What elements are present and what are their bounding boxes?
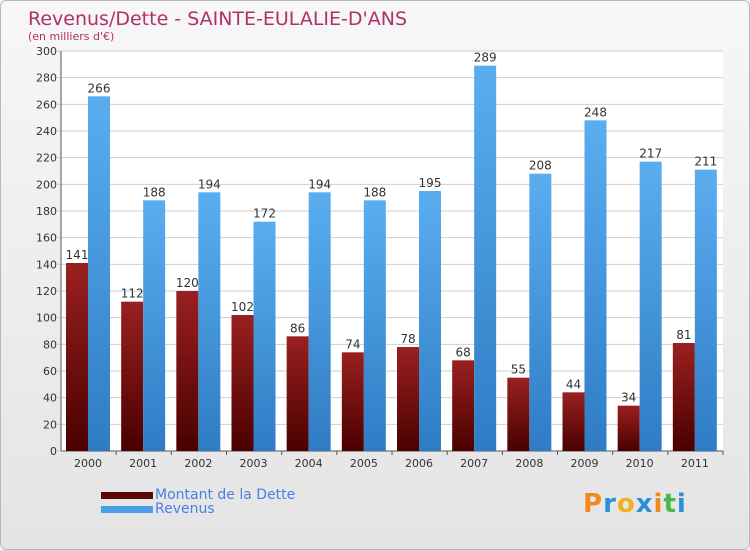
y-tick-label: 0 (50, 445, 57, 458)
bar-debt (286, 336, 309, 451)
data-label: 194 (198, 177, 221, 191)
x-tick-label: 2001 (129, 457, 157, 470)
x-tick-label: 2003 (240, 457, 268, 470)
data-label: 188 (363, 185, 386, 199)
bar-revenus (143, 200, 166, 451)
data-label: 55 (511, 363, 526, 377)
y-tick-label: 260 (36, 98, 57, 111)
bar-revenus (253, 221, 276, 451)
bar-debt (231, 315, 254, 451)
chart-title: Revenus/Dette - SAINTE-EULALIE-D'ANS (28, 8, 407, 30)
data-label: 194 (308, 177, 331, 191)
bar-revenus (639, 161, 662, 451)
data-label: 195 (419, 176, 442, 190)
bar-revenus (584, 120, 607, 451)
bar-debt (66, 263, 88, 451)
y-tick-label: 220 (36, 152, 57, 165)
x-tick-label: 2008 (515, 457, 543, 470)
bar-debt (176, 291, 199, 451)
bars (66, 65, 717, 452)
legend-swatch-debt (101, 491, 153, 499)
data-label: 208 (529, 159, 552, 173)
bar-revenus (474, 65, 497, 452)
y-tick-label: 160 (36, 232, 57, 245)
x-tick-label: 2000 (74, 457, 102, 470)
data-label: 102 (231, 300, 254, 314)
data-label: 34 (621, 391, 636, 405)
data-label: 44 (566, 377, 581, 391)
x-tick-label: 2007 (460, 457, 488, 470)
bar-revenus (694, 169, 717, 451)
y-tick-label: 280 (36, 72, 57, 85)
x-tick-label: 2006 (405, 457, 433, 470)
bar-revenus (308, 192, 331, 452)
data-label: 248 (584, 105, 607, 119)
bar-revenus (198, 192, 221, 452)
grid-lines (57, 50, 723, 452)
legend-label-debt: Montant de la Dette (155, 487, 296, 503)
data-label: 78 (400, 332, 415, 346)
x-tick-label: 2002 (184, 457, 212, 470)
x-tick-label: 2010 (626, 457, 654, 470)
data-label: 289 (474, 51, 497, 65)
y-tick-label: 240 (36, 125, 57, 138)
bar-revenus (88, 96, 110, 451)
data-label: 211 (694, 155, 717, 169)
data-label: 112 (121, 287, 144, 301)
data-label: 81 (676, 328, 691, 342)
data-label: 74 (345, 337, 360, 351)
y-tick-label: 20 (43, 418, 57, 431)
bar-debt (672, 343, 695, 451)
y-tick-label: 200 (36, 178, 57, 191)
legend-item-revenus: Revenus (101, 501, 215, 517)
y-tick-label: 40 (43, 392, 57, 405)
y-tick-label: 120 (36, 285, 57, 298)
bar-debt (121, 301, 144, 451)
legend-label-revenus: Revenus (155, 501, 215, 517)
x-tick-label: 2005 (350, 457, 378, 470)
x-tick-label: 2009 (571, 457, 599, 470)
y-tick-label: 140 (36, 258, 57, 271)
bar-debt (452, 360, 475, 451)
bar-debt (341, 352, 364, 451)
y-axis-ticks: 0 20 40 60 80 100 120 140 160 180 200 220 240 260 280 3… (36, 45, 57, 458)
y-tick-label: 180 (36, 205, 57, 218)
y-tick-label: 300 (36, 45, 57, 58)
x-tick-label: 2004 (295, 457, 323, 470)
data-label: 188 (143, 185, 166, 199)
bar-debt (397, 347, 419, 451)
x-tick-label: 2011 (681, 457, 709, 470)
data-label: 266 (88, 81, 111, 95)
data-label: 86 (290, 321, 305, 335)
bar-debt (562, 392, 585, 451)
y-tick-label: 60 (43, 365, 57, 378)
legend-swatch-revenus (101, 505, 153, 513)
x-axis-ticks: 2000 2001 2002 2003 2004 2005 2006 2007 2008 2009… (74, 451, 724, 470)
y-tick-label: 100 (36, 312, 57, 325)
proxiti-logo: Proxiti (583, 489, 687, 519)
bar-debt (617, 405, 640, 451)
bar-revenus (363, 200, 386, 451)
data-label: 141 (66, 248, 89, 262)
data-label: 172 (253, 207, 276, 221)
data-labels: 141 266 112 188 120 194 102 172 86 194 74 188 78 195 6… (66, 51, 718, 405)
y-tick-label: 80 (43, 338, 57, 351)
legend-item-debt: Montant de la Dette (101, 487, 295, 503)
bar-chart: 0 20 40 60 80 100 120 140 160 180 200 220 240 260 280 3… (36, 45, 724, 470)
data-label: 217 (639, 147, 662, 161)
bar-revenus (529, 173, 552, 451)
bar-debt (507, 377, 530, 451)
data-label: 120 (176, 276, 199, 290)
chart-subtitle: (en milliers d'€) (28, 30, 115, 43)
plot-area (61, 51, 723, 451)
bar-revenus (419, 191, 441, 451)
data-label: 68 (456, 345, 471, 359)
